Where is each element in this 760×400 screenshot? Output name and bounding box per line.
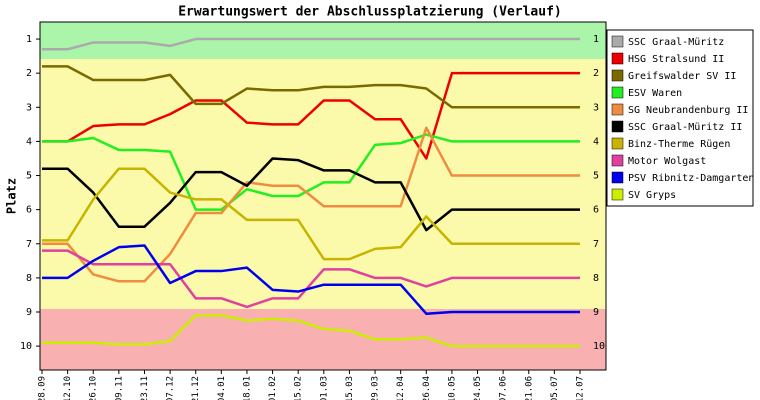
legend-swatch <box>611 86 624 99</box>
x-tick-label: 15.03 <box>345 376 355 400</box>
y-tick-label-right: 1 <box>593 34 599 45</box>
legend-swatch <box>611 171 624 184</box>
y-tick-label-right: 5 <box>593 171 599 182</box>
y-tick-label-right: 3 <box>593 102 599 113</box>
legend-label: PSV Ribnitz-Damgarten <box>628 173 754 184</box>
y-tick-label-right: 10 <box>593 341 605 352</box>
series-line <box>42 71 580 160</box>
x-tick-label: 21.12 <box>191 376 201 400</box>
series-line <box>42 65 580 109</box>
y-tick-label-right: 6 <box>593 205 599 216</box>
x-tick-label: 26.10 <box>89 376 99 400</box>
legend-swatch <box>611 188 624 201</box>
legend-swatch <box>611 120 624 133</box>
y-tick-label-right: 8 <box>593 273 599 284</box>
legend-swatch <box>611 35 624 48</box>
y-tick-label-right: 7 <box>593 239 599 250</box>
y-tick-label-right: 4 <box>593 136 599 147</box>
series-line <box>42 133 580 211</box>
promotion-zone <box>40 22 606 59</box>
y-tick-label: 3 <box>26 102 32 113</box>
legend-label: ESV Waren <box>628 88 682 99</box>
y-tick-label: 4 <box>26 136 32 147</box>
relegation-zone <box>40 309 606 370</box>
x-tick-label: 07.06 <box>499 376 509 400</box>
legend-swatch <box>611 154 624 167</box>
x-tick-label: 29.03 <box>371 376 381 400</box>
y-tick-label: 1 <box>26 34 32 45</box>
x-tick-label: 12.10 <box>63 376 73 400</box>
x-tick-label: 12.04 <box>396 376 406 400</box>
y-tick-label: 5 <box>26 171 32 182</box>
legend <box>606 29 754 207</box>
y-tick-label: 6 <box>26 205 32 216</box>
x-tick-label: 04.01 <box>217 376 227 400</box>
legend-label: SV Gryps <box>628 190 676 201</box>
legend-swatch <box>611 137 624 150</box>
x-tick-label: 05.07 <box>550 376 560 400</box>
x-tick-label: 10.05 <box>447 376 457 400</box>
x-tick-label: 01.03 <box>319 376 329 400</box>
legend-label: HSG Stralsund II <box>628 54 724 65</box>
x-tick-label: 26.04 <box>422 376 432 400</box>
y-tick-label: 8 <box>26 273 32 284</box>
legend-swatch <box>611 69 624 82</box>
legend-label: SG Neubrandenburg II <box>628 105 748 116</box>
series-line <box>42 157 580 232</box>
y-tick-label: 9 <box>26 307 32 318</box>
y-tick-label: 7 <box>26 239 32 250</box>
series-line <box>42 249 580 309</box>
legend-swatch <box>611 103 624 116</box>
series-line <box>42 244 580 315</box>
y-tick-label: 2 <box>26 68 32 79</box>
series-line <box>42 126 580 283</box>
y-tick-label-right: 2 <box>593 68 599 79</box>
legend-label: SSC Graal-Müritz II <box>628 122 742 133</box>
chart-title: Erwartungswert der Abschlussplatzierung … <box>178 5 562 20</box>
x-tick-label: 18.01 <box>242 376 252 400</box>
x-tick-label: 21.06 <box>524 376 534 400</box>
series-line <box>42 167 580 261</box>
x-tick-label: 23.11 <box>140 376 150 400</box>
y-tick-label: 10 <box>20 341 32 352</box>
legend-label: SSC Graal-Müritz <box>628 37 724 48</box>
legend-swatch <box>611 52 624 65</box>
x-tick-label: 07.12 <box>166 376 176 400</box>
legend-label: Binz-Therme Rügen <box>628 139 730 150</box>
series-line <box>42 314 580 348</box>
legend-label: Motor Wolgast <box>628 156 706 167</box>
y-axis-label: Platz <box>5 178 19 214</box>
x-tick-label: 28.09 <box>38 376 48 400</box>
x-tick-label: 09.11 <box>114 376 124 400</box>
x-tick-label: 24.05 <box>473 376 483 400</box>
plot-frame <box>39 21 607 371</box>
series-line <box>42 37 580 51</box>
x-tick-label: 01.02 <box>268 376 278 400</box>
x-tick-label: 15.02 <box>294 376 304 400</box>
legend-label: Greifswalder SV II <box>628 71 736 82</box>
x-tick-label: 12.07 <box>576 376 586 400</box>
y-tick-label-right: 9 <box>593 307 599 318</box>
